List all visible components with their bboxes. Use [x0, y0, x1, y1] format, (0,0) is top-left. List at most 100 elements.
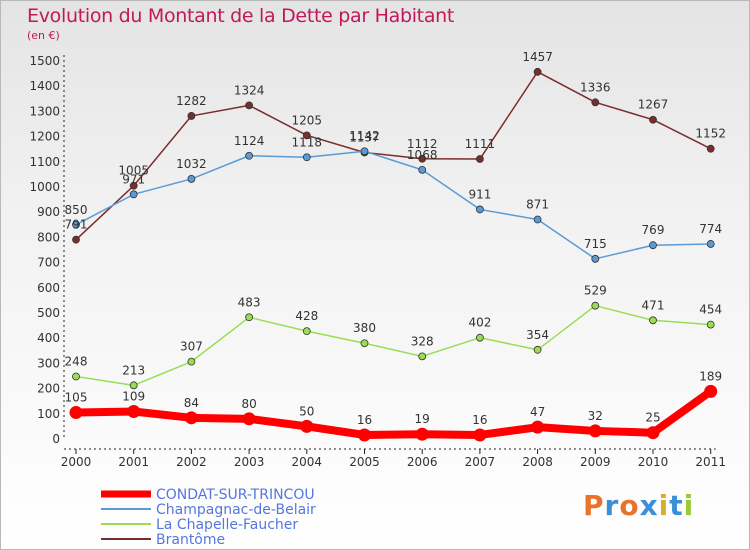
data-label: 1152 [695, 127, 726, 141]
x-tick-label: 2002 [176, 455, 207, 469]
data-label: 1205 [292, 113, 323, 127]
data-point [415, 427, 429, 441]
data-label: 1032 [176, 157, 207, 171]
data-label: 715 [584, 237, 607, 251]
y-tick-label: 600 [37, 281, 60, 295]
data-label: 32 [588, 409, 603, 423]
data-label: 109 [122, 390, 145, 404]
data-label: 1112 [407, 137, 438, 151]
data-point [533, 67, 542, 76]
data-point [649, 241, 657, 250]
data-point [245, 101, 254, 110]
x-tick-label: 2007 [465, 455, 496, 469]
data-label: 1068 [407, 148, 438, 162]
data-label: 1267 [638, 98, 669, 112]
data-point [591, 98, 600, 107]
data-point [704, 384, 718, 398]
data-label: 50 [299, 404, 314, 418]
data-point [418, 352, 427, 361]
data-point [184, 411, 198, 425]
data-point [646, 426, 660, 440]
data-label: 871 [526, 198, 549, 212]
data-point [531, 420, 545, 434]
data-point [245, 151, 254, 160]
chart-unit: (en €) [27, 29, 60, 42]
y-tick-label: 200 [37, 382, 60, 396]
y-tick-label: 800 [37, 230, 60, 244]
data-label: 354 [526, 328, 549, 342]
data-point [187, 357, 196, 366]
data-label: 791 [65, 218, 88, 232]
x-tick-label: 2004 [292, 455, 323, 469]
data-point [72, 220, 80, 229]
x-tick-label: 2008 [522, 455, 553, 469]
data-label: 774 [699, 222, 722, 236]
data-label: 1005 [118, 164, 149, 178]
y-tick-label: 1000 [29, 180, 60, 194]
proxiti-logo: Proxiti [583, 489, 695, 522]
data-label: 428 [295, 309, 318, 323]
x-tick-label: 2000 [61, 455, 92, 469]
data-point [72, 372, 80, 381]
data-point [127, 405, 141, 419]
data-label: 1124 [234, 134, 265, 148]
data-label: 1137 [349, 130, 380, 144]
data-point [242, 412, 256, 426]
chart-title: Evolution du Montant de la Dette par Hab… [27, 5, 455, 27]
series-line [75, 71, 712, 241]
data-point [187, 112, 196, 120]
data-label: 1111 [465, 137, 496, 151]
x-tick-label: 2001 [118, 455, 149, 469]
data-point [706, 240, 715, 248]
legend-label: La Chapelle-Faucher [156, 517, 298, 533]
data-point [418, 154, 427, 163]
y-tick-label: 1200 [29, 130, 60, 144]
y-tick-label: 1100 [29, 155, 60, 169]
data-point [129, 381, 138, 390]
y-tick-label: 400 [37, 331, 60, 345]
data-label: 80 [241, 397, 256, 411]
y-tick-label: 100 [37, 407, 60, 421]
data-label: 483 [238, 295, 261, 309]
data-label: 971 [122, 172, 145, 186]
data-label: 84 [184, 396, 199, 410]
data-point [418, 165, 427, 174]
data-point [649, 115, 657, 124]
y-tick-label: 1500 [29, 54, 60, 68]
data-point [533, 345, 542, 354]
data-label: 454 [699, 303, 722, 317]
data-label: 25 [645, 411, 660, 425]
data-point [358, 428, 371, 442]
y-tick-label: 900 [37, 205, 60, 219]
data-label: 1142 [349, 129, 380, 143]
data-point [360, 147, 369, 156]
x-tick-label: 2003 [234, 455, 265, 469]
data-point [69, 406, 83, 420]
data-point [588, 424, 602, 438]
data-point [475, 205, 484, 214]
x-tick-label: 2005 [349, 455, 380, 469]
data-label: 1336 [580, 80, 611, 94]
legend-label: Brantôme [156, 532, 225, 548]
data-point [245, 313, 254, 322]
data-label: 16 [357, 413, 372, 427]
x-tick-label: 2006 [407, 455, 438, 469]
data-label: 850 [65, 203, 88, 217]
data-point [302, 131, 311, 140]
data-point [129, 181, 138, 190]
y-tick-label: 1400 [29, 79, 60, 93]
data-point [706, 320, 715, 329]
series-line [75, 150, 711, 260]
y-tick-label: 500 [37, 306, 60, 320]
data-point [649, 316, 657, 325]
data-point [360, 339, 369, 348]
data-point [706, 144, 715, 153]
data-label: 1118 [292, 135, 323, 149]
legend-label: Champagnac-de-Belair [156, 502, 316, 518]
data-label: 402 [468, 316, 491, 330]
data-label: 911 [468, 187, 491, 201]
data-label: 529 [584, 284, 607, 298]
data-point [473, 428, 487, 442]
